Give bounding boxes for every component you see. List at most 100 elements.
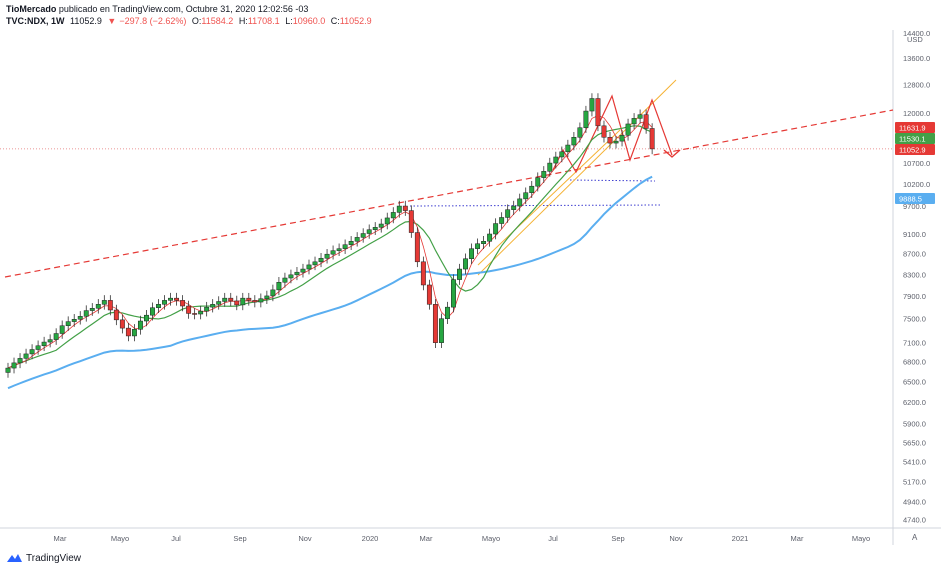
candle-body <box>384 217 390 225</box>
candle-body <box>553 156 559 164</box>
candle <box>643 109 649 134</box>
price-tick-label: 6800.0 <box>903 358 926 367</box>
candle <box>426 279 432 310</box>
candle <box>505 204 511 223</box>
time-tick-label: Nov <box>669 534 683 543</box>
candle <box>11 357 17 374</box>
candle <box>95 299 101 314</box>
last-price: 11052.9 <box>70 16 102 26</box>
candle <box>438 313 444 348</box>
candle <box>619 130 625 147</box>
close-label: C: <box>330 16 340 26</box>
price-axis[interactable]: 14400.013600.012800.012000.011200.010700… <box>895 29 935 525</box>
candle <box>246 292 252 306</box>
candle <box>475 238 481 254</box>
candle-body <box>59 325 65 334</box>
price-tick-label: 8300.0 <box>903 270 926 279</box>
candle-body <box>35 345 41 350</box>
candle <box>613 135 619 149</box>
candle <box>168 292 173 306</box>
candle-body <box>348 241 354 245</box>
candle <box>487 228 493 247</box>
candle-body <box>137 320 143 330</box>
candle <box>631 113 637 130</box>
candle-body <box>83 310 89 317</box>
candle-body <box>101 300 107 305</box>
candle <box>234 295 240 311</box>
price-tick-label: 5900.0 <box>903 420 926 429</box>
candle-body <box>505 209 511 218</box>
time-tick-label: 2021 <box>732 534 749 543</box>
candle <box>294 266 300 281</box>
tradingview-cloud-icon <box>7 554 22 562</box>
candle-body <box>234 300 240 306</box>
candle-body <box>396 205 402 213</box>
candle <box>445 301 450 324</box>
candle-body <box>228 297 234 302</box>
candle <box>101 295 107 310</box>
candle <box>119 314 125 334</box>
price-tick-label: 10700.0 <box>903 159 930 168</box>
candle-body <box>180 300 186 307</box>
time-axis[interactable]: Mar Mayo Jul Sep Nov 2020 Mar Mayo Jul Sep Nov 2021… <box>54 534 871 543</box>
candle-body <box>589 98 595 112</box>
price-tag-bg <box>895 193 935 204</box>
publish-date: publicado en TradingView.com, Octubre 31… <box>58 4 309 14</box>
candle <box>186 300 192 319</box>
candle-body <box>493 223 499 235</box>
price-tick-label: 9100.0 <box>903 230 926 239</box>
auto-scale-button[interactable]: A <box>912 533 918 542</box>
candle-body <box>222 297 228 302</box>
candle <box>210 299 216 313</box>
candle-body <box>330 250 336 255</box>
candle-body <box>342 244 348 249</box>
tradingview-logo[interactable]: TradingView <box>5 551 81 565</box>
candle <box>89 303 95 316</box>
candle-body <box>210 304 216 308</box>
price-tick-label: 7500.0 <box>903 315 926 324</box>
candle-body <box>89 308 95 311</box>
candle-body <box>547 162 553 172</box>
candle <box>414 227 420 268</box>
price-tag: 11052.9 <box>895 144 935 155</box>
candle <box>553 151 559 169</box>
price-tick-label: 7100.0 <box>903 339 926 348</box>
candle-body <box>613 140 619 144</box>
price-tick-label: 10200.0 <box>903 180 930 189</box>
candle-body <box>107 300 113 311</box>
candle <box>53 328 59 345</box>
pattern-zigzag <box>552 94 673 174</box>
candle <box>366 224 372 239</box>
candle <box>198 305 204 320</box>
candle-body <box>125 327 131 337</box>
candle <box>529 180 535 198</box>
candle-body <box>402 205 408 211</box>
candle-body <box>198 310 204 315</box>
candle-body <box>541 171 547 178</box>
candle-body <box>119 319 125 329</box>
candle-body <box>637 114 643 119</box>
price-tag: 11530.1 <box>895 133 935 144</box>
price-tag: 9888.5 <box>895 193 935 204</box>
candle <box>432 299 438 348</box>
candle-body <box>156 304 161 308</box>
chart-footer: TradingView A <box>0 533 941 570</box>
plot-background <box>0 30 941 528</box>
price-tick-label: 5650.0 <box>903 439 926 448</box>
candle <box>607 132 613 149</box>
candle-body <box>577 127 583 138</box>
open-label: O: <box>191 16 202 26</box>
publish-info: TioMercado publicado en TradingView.com,… <box>6 4 308 14</box>
candle-body <box>318 257 324 263</box>
price-change: −297.8 (−2.62%) <box>119 16 187 26</box>
candle <box>342 239 348 254</box>
time-tick-label: Mayo <box>111 534 129 543</box>
candle <box>402 200 408 216</box>
candle-body <box>162 300 167 305</box>
candle-body <box>643 114 649 129</box>
candle <box>113 304 119 326</box>
candle <box>649 123 655 155</box>
candle <box>252 295 258 308</box>
candle <box>150 302 155 321</box>
